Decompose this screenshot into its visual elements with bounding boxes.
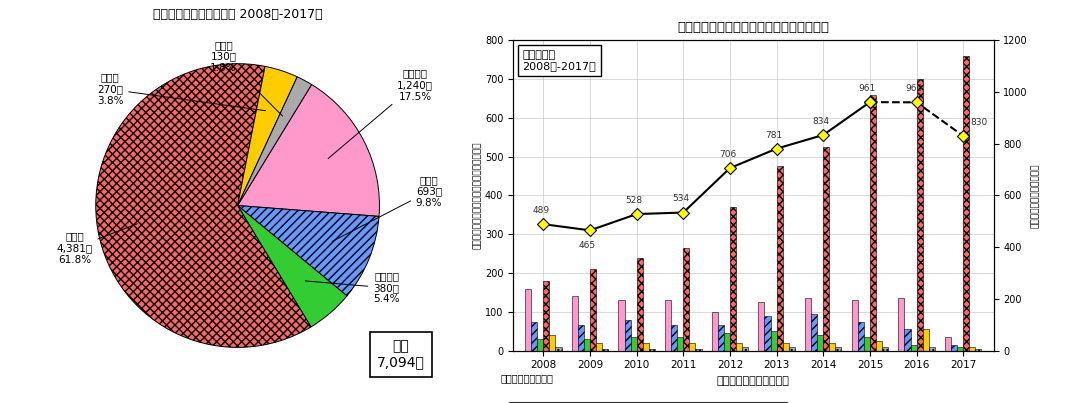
Text: 米国籍
693件
9.8%: 米国籍 693件 9.8%	[333, 175, 443, 241]
Bar	[823, 147, 829, 351]
Wedge shape	[96, 64, 311, 347]
Bar	[684, 248, 689, 351]
Title: 出願人国籍（地域）別ファミリー件数推移: 出願人国籍（地域）別ファミリー件数推移	[677, 21, 829, 33]
Text: 出願年（優先権主張年） 2008年-2017年: 出願年（優先権主張年） 2008年-2017年	[152, 8, 323, 21]
Text: 528: 528	[625, 196, 643, 205]
Bar	[876, 341, 882, 351]
Bar	[758, 302, 765, 351]
Bar	[829, 343, 836, 351]
Bar	[590, 269, 596, 351]
Bar	[543, 281, 550, 351]
Bar	[643, 343, 649, 351]
Wedge shape	[238, 206, 347, 327]
Text: 961: 961	[859, 84, 876, 93]
Bar	[603, 349, 608, 351]
Text: 830: 830	[970, 118, 987, 127]
Bar	[724, 333, 730, 351]
Bar	[730, 207, 737, 351]
Bar	[525, 289, 531, 351]
Bar	[571, 296, 578, 351]
Bar	[578, 325, 584, 351]
Bar	[975, 349, 982, 351]
Bar	[531, 322, 537, 351]
Text: 489: 489	[532, 206, 550, 215]
Bar	[671, 325, 677, 351]
Bar	[852, 300, 858, 351]
Bar	[970, 347, 975, 351]
Bar	[836, 347, 841, 351]
Text: 合計
7,094件: 合計 7,094件	[377, 339, 424, 370]
Bar	[870, 95, 876, 351]
Bar	[712, 312, 718, 351]
Text: 中国籍
4,381件
61.8%: 中国籍 4,381件 61.8%	[56, 224, 137, 265]
Wedge shape	[238, 206, 379, 296]
Y-axis label: 出願人国籍（地域）別ファミリー件数（件）: 出願人国籍（地域）別ファミリー件数（件）	[473, 142, 482, 249]
Bar	[929, 347, 935, 351]
Bar	[584, 339, 590, 351]
Bar	[945, 337, 951, 351]
Text: 出願人国籍（地域）: 出願人国籍（地域）	[500, 373, 553, 383]
Bar	[783, 343, 788, 351]
Bar	[555, 347, 562, 351]
Text: 欧州国籍
380件
5.4%: 欧州国籍 380件 5.4%	[306, 271, 400, 304]
Bar	[631, 337, 636, 351]
Bar	[922, 329, 929, 351]
Bar	[899, 298, 904, 351]
Bar	[957, 347, 963, 351]
Text: 韓国籍
270件
3.8%: 韓国籍 270件 3.8%	[97, 73, 266, 111]
Bar	[649, 349, 654, 351]
Bar	[770, 331, 777, 351]
Bar	[636, 258, 643, 351]
Bar	[665, 300, 671, 351]
Bar	[882, 347, 888, 351]
Wedge shape	[238, 77, 312, 206]
Text: その他
130件
1.8%: その他 130件 1.8%	[211, 40, 283, 116]
Text: 960: 960	[905, 84, 922, 93]
Bar	[858, 322, 864, 351]
Text: 781: 781	[766, 131, 783, 139]
Bar	[777, 166, 783, 351]
Bar	[917, 79, 922, 351]
Wedge shape	[238, 85, 379, 216]
Text: 834: 834	[812, 117, 829, 126]
Text: 534: 534	[672, 194, 689, 204]
Bar	[677, 337, 684, 351]
Bar	[596, 343, 603, 351]
Text: 465: 465	[579, 241, 596, 250]
Bar	[765, 316, 770, 351]
Y-axis label: 合計ファミリー件数（件）: 合計ファミリー件数（件）	[1030, 163, 1040, 228]
Bar	[963, 56, 970, 351]
Bar	[537, 339, 543, 351]
Bar	[550, 335, 555, 351]
Bar	[696, 349, 702, 351]
Wedge shape	[238, 66, 297, 206]
Bar	[718, 325, 724, 351]
Bar	[624, 320, 631, 351]
Bar	[737, 343, 742, 351]
Bar	[951, 345, 957, 351]
Bar	[619, 300, 624, 351]
Bar	[811, 314, 818, 351]
Legend: 日本, 米国, 欧州, 中国, 韓国, その他国籍, 合計: 日本, 米国, 欧州, 中国, 韓国, その他国籍, 合計	[509, 402, 788, 403]
Text: 日本国籍
1,240件
17.5%: 日本国籍 1,240件 17.5%	[328, 69, 433, 158]
X-axis label: 出願年（優先権主張年）: 出願年（優先権主張年）	[717, 376, 789, 386]
Bar	[788, 347, 795, 351]
Bar	[910, 345, 917, 351]
Bar	[689, 343, 696, 351]
Text: 優先権主張
2008年-2017年: 優先権主張 2008年-2017年	[523, 50, 596, 71]
Bar	[864, 337, 870, 351]
Bar	[742, 347, 748, 351]
Bar	[805, 298, 811, 351]
Text: 706: 706	[719, 150, 737, 159]
Bar	[818, 335, 823, 351]
Bar	[904, 329, 910, 351]
